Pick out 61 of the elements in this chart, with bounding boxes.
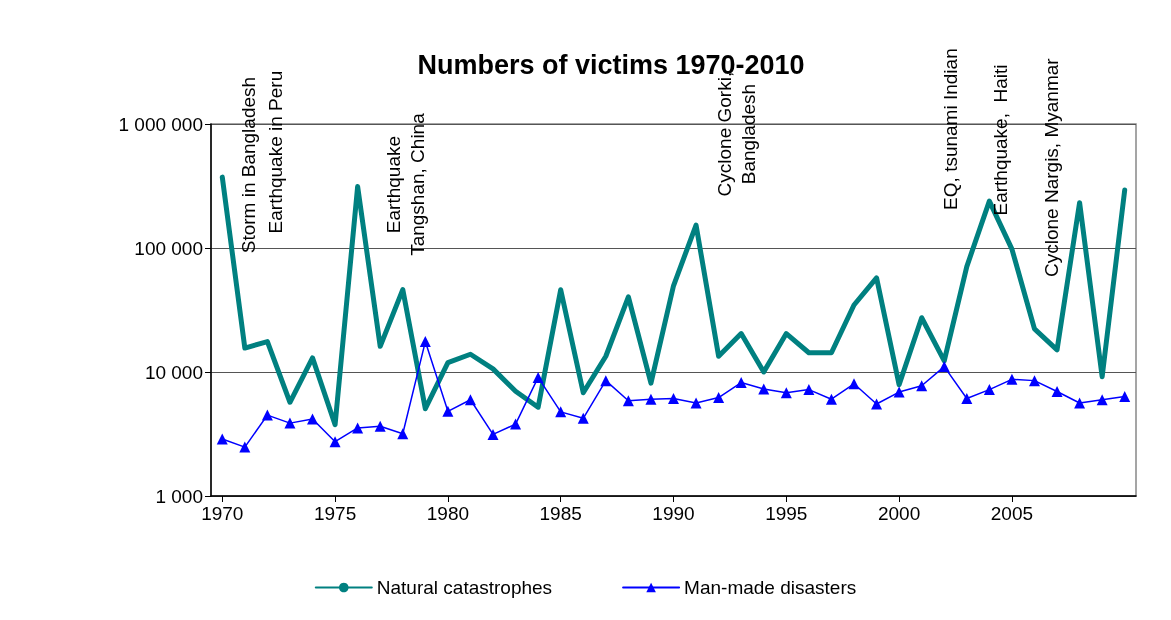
point xyxy=(397,428,409,440)
point xyxy=(735,377,747,389)
annotation: EQ, tsunami Indian xyxy=(939,48,961,210)
point xyxy=(600,375,612,387)
point xyxy=(1096,394,1108,406)
point xyxy=(442,405,454,417)
annotation: Earthquake in Peru xyxy=(264,70,286,234)
point xyxy=(577,412,589,424)
point xyxy=(216,433,228,445)
point xyxy=(352,422,364,434)
point xyxy=(1051,386,1063,398)
point xyxy=(938,361,950,373)
x-tick-label: 1980 xyxy=(426,503,470,524)
point xyxy=(1006,373,1018,385)
point xyxy=(239,441,251,453)
x-tick-label: 1990 xyxy=(652,503,695,524)
point xyxy=(261,409,273,421)
point xyxy=(803,384,815,396)
point xyxy=(893,386,905,398)
point xyxy=(307,413,319,425)
point xyxy=(871,398,883,410)
y-tick-label: 100 000 xyxy=(134,237,203,259)
point xyxy=(464,394,476,406)
point xyxy=(713,392,725,404)
legend-label: Natural catastrophes xyxy=(376,577,553,598)
y-tick-label: 10 000 xyxy=(144,361,203,383)
point xyxy=(916,380,928,392)
annotation: Storm in Bangladesh xyxy=(237,76,259,254)
y-tick-label: 1 000 xyxy=(155,485,203,507)
point xyxy=(284,417,296,429)
point xyxy=(532,371,544,383)
x-tick-label: 1970 xyxy=(201,503,244,524)
point xyxy=(419,336,431,348)
point xyxy=(1028,375,1040,387)
legend-label: Man-made disasters xyxy=(684,577,857,598)
annotation: Earthquake Tangshan, China xyxy=(383,112,429,256)
point xyxy=(825,393,837,405)
annotation: Earthquake, Haiti xyxy=(989,64,1011,216)
point xyxy=(961,393,973,405)
point xyxy=(848,378,860,390)
point xyxy=(780,387,792,399)
point xyxy=(1119,391,1131,403)
point xyxy=(487,428,499,440)
point xyxy=(1074,397,1086,409)
point xyxy=(690,397,702,409)
annotation: Cyclone Nargis, Myanmar xyxy=(1041,57,1063,277)
point xyxy=(510,418,522,430)
point xyxy=(329,436,341,448)
point xyxy=(645,393,657,405)
point xyxy=(622,395,634,407)
point xyxy=(983,384,995,396)
point xyxy=(758,383,770,395)
x-tick-label: 1995 xyxy=(765,503,808,524)
point xyxy=(374,420,386,432)
x-tick-label: 1985 xyxy=(539,503,582,524)
x-tick-label: 2000 xyxy=(877,503,921,524)
point xyxy=(555,406,567,418)
point xyxy=(668,393,679,405)
x-tick-label: 2005 xyxy=(990,503,1034,524)
x-tick-label: 1975 xyxy=(313,503,357,524)
y-tick-label: 1 000 000 xyxy=(118,113,203,135)
